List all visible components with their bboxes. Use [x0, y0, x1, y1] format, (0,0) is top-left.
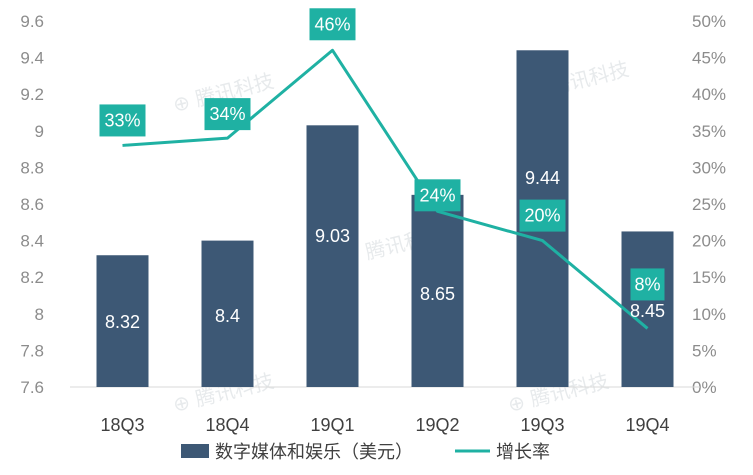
growth-label-box: [630, 268, 665, 301]
left-axis-tick-label: 8: [35, 305, 44, 324]
right-axis-tick-label: 10%: [692, 305, 726, 324]
left-axis-tick-label: 8.2: [20, 268, 44, 287]
category-label: 19Q3: [520, 415, 564, 435]
bar-value-label: 8.32: [105, 312, 140, 332]
left-axis-tick-label: 9.6: [20, 12, 44, 31]
right-axis-tick-label: 25%: [692, 195, 726, 214]
right-axis-tick-label: 30%: [692, 158, 726, 177]
left-axis-tick-label: 7.6: [20, 378, 44, 397]
right-axis-tick-label: 5%: [692, 341, 717, 360]
growth-label: 33%: [104, 110, 140, 130]
bar-value-label: 8.45: [630, 301, 665, 321]
growth-label: 20%: [524, 206, 560, 226]
right-axis-tick-label: 0%: [692, 378, 717, 397]
growth-label-box: [519, 199, 566, 232]
left-axis-tick-label: 9: [35, 122, 44, 141]
growth-label: 34%: [209, 104, 245, 124]
right-axis-tick-label: 20%: [692, 232, 726, 251]
category-labels: 18Q3 18Q4 19Q1 19Q2 19Q3 19Q4: [100, 415, 669, 435]
right-axis-tick-label: 50%: [692, 12, 726, 31]
left-axis-tick-label: 7.8: [20, 341, 44, 360]
category-label: 18Q3: [100, 415, 144, 435]
category-label: 19Q2: [415, 415, 459, 435]
category-label: 19Q4: [625, 415, 669, 435]
growth-label-box: [414, 179, 461, 212]
bar: [411, 194, 464, 387]
growth-line: [122, 48, 649, 330]
legend-line-label: 增长率: [496, 442, 550, 462]
growth-label-box: [99, 104, 146, 137]
growth-label: 46%: [314, 14, 350, 34]
left-axis-tick-label: 9.2: [20, 85, 44, 104]
right-axis-tick-label: 15%: [692, 268, 726, 287]
growth-line-layer: [122, 48, 649, 330]
left-axis-tick-label: 8.4: [20, 232, 44, 251]
bar-value-label: 9.03: [315, 226, 350, 246]
right-axis: 0% 5% 10% 15% 20% 25% 30% 35% 40% 45% 50%: [692, 12, 726, 397]
left-axis-tick-label: 8.6: [20, 195, 44, 214]
growth-label-box: [309, 8, 356, 41]
growth-label-box: [204, 98, 251, 131]
growth-labels: 33% 34% 46% 24% 20% 8% 8.32 8.4 9.03 8.65 9.44 8.45: [99, 8, 665, 332]
growth-label: 8%: [634, 274, 660, 294]
left-axis-tick-label: 9.4: [20, 49, 44, 68]
right-axis-tick-label: 40%: [692, 85, 726, 104]
bar: [621, 231, 674, 387]
category-label: 19Q1: [310, 415, 354, 435]
bar: [201, 240, 254, 387]
growth-label: 24%: [419, 185, 455, 205]
bar-value-label: 8.4: [215, 306, 240, 326]
category-label: 18Q4: [205, 415, 249, 435]
right-axis-tick-label: 35%: [692, 122, 726, 141]
bar-value-label: 8.65: [420, 284, 455, 304]
left-axis: 7.6 7.8 8 8.2 8.4 8.6 8.8 9 9.2 9.4 9.6: [20, 12, 44, 397]
legend-bar-swatch: [181, 444, 209, 458]
bar: [96, 255, 149, 387]
legend-bar-label: 数字媒体和娱乐（美元）: [215, 442, 413, 462]
bar-value-label: 9.44: [525, 168, 560, 188]
left-axis-tick-label: 8.8: [20, 158, 44, 177]
bar: [306, 125, 359, 387]
legend: 数字媒体和娱乐（美元） 增长率: [181, 442, 550, 462]
right-axis-tick-label: 45%: [692, 49, 726, 68]
